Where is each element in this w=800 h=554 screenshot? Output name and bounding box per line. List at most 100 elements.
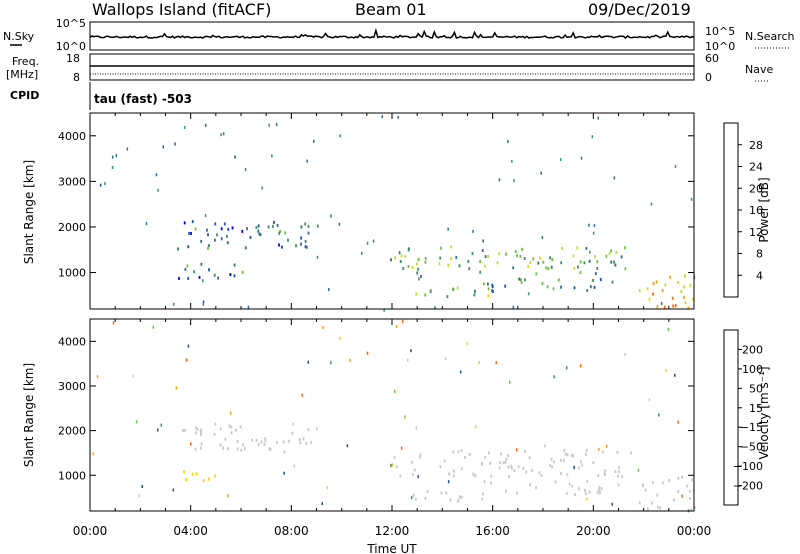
velocity-echo (490, 474, 493, 478)
power-echo (271, 154, 273, 158)
velocity-echo (517, 465, 520, 469)
velocity-echo (488, 451, 490, 455)
power-echo (306, 159, 308, 163)
velocity-panel: 1000 2000 3000 4000 Slant Range [km] (22, 318, 696, 513)
power-echo (452, 287, 454, 291)
velocity-echo (391, 463, 393, 467)
power-echo (220, 133, 222, 137)
power-echo (520, 280, 523, 284)
velocity-echo (190, 442, 192, 446)
power-echo (207, 233, 209, 237)
velocity-echo (222, 446, 224, 450)
velocity-echo (647, 507, 649, 511)
velocity-echo (417, 475, 419, 479)
velocity-echo (196, 427, 199, 431)
velocity-echo (658, 413, 660, 417)
velocity-echo (322, 326, 324, 329)
velocity-echo (571, 453, 573, 457)
power-echo (683, 295, 685, 299)
power-echo (521, 247, 523, 251)
power-echo (514, 250, 517, 253)
velocity-echo (665, 369, 667, 373)
velocity-echo (478, 361, 480, 365)
velocity-echo (621, 475, 624, 479)
power-echo (300, 225, 303, 229)
power-echo (527, 292, 530, 296)
velocity-echo (538, 471, 541, 475)
velocity-echo (213, 432, 216, 436)
power-echo (677, 281, 679, 284)
velocity-echo (689, 489, 691, 493)
velocity-echo (490, 481, 493, 485)
velocity-echo (426, 490, 429, 494)
velocity-echo (586, 480, 589, 483)
power-echo (532, 257, 535, 261)
power-echo (438, 262, 441, 266)
velocity-echo (138, 494, 141, 498)
power-echo (646, 287, 649, 291)
power-echo (638, 289, 641, 293)
power-echo (187, 276, 190, 280)
power-echo (560, 285, 562, 289)
velocity-colorbar-tick-label: −15 (740, 421, 763, 434)
power-echo (202, 300, 205, 304)
power-echo (417, 258, 420, 261)
power-echo (450, 245, 452, 249)
time-tick-label: 04:00 (173, 524, 208, 538)
velocity-echo (291, 431, 294, 435)
velocity-ytick-label: 1000 (58, 469, 86, 482)
velocity-echo (674, 373, 676, 377)
velocity-echo (630, 451, 633, 455)
velocity-echo (96, 375, 99, 379)
power-echo (593, 285, 596, 289)
velocity-echo (656, 505, 659, 509)
velocity-echo (483, 480, 486, 484)
power-ytick-label: 2000 (58, 221, 86, 234)
power-echo (557, 278, 560, 282)
velocity-ylabel: Slant Range [km] (22, 363, 36, 467)
nsearch-label: N.Search (745, 30, 795, 43)
velocity-echo (504, 460, 507, 464)
power-echo (491, 285, 494, 289)
velocity-echo (553, 375, 555, 379)
power-colorbar-frame (723, 122, 739, 298)
power-echo (424, 293, 427, 297)
velocity-echo (588, 490, 591, 494)
velocity-echo (597, 474, 600, 477)
power-echo (511, 159, 513, 163)
velocity-echo (230, 425, 233, 429)
freq-tick-top: 18 (66, 52, 80, 65)
velocity-echo (544, 444, 546, 448)
velocity-echo (550, 457, 553, 461)
power-echo (281, 245, 283, 249)
velocity-echo (511, 466, 513, 470)
velocity-echo (480, 462, 483, 466)
velocity-echo (686, 484, 689, 488)
power-echo (519, 278, 522, 282)
power-echo (537, 261, 540, 265)
velocity-echo (495, 361, 497, 365)
power-echo (541, 236, 544, 240)
velocity-echo (283, 471, 285, 475)
power-echo (383, 308, 385, 312)
velocity-echo (572, 454, 575, 458)
velocity-echo (472, 473, 475, 477)
power-echo (424, 257, 427, 260)
velocity-echo (132, 374, 135, 378)
power-echo (605, 254, 608, 258)
power-echo (214, 238, 216, 242)
velocity-echo (326, 486, 329, 490)
velocity-echo (349, 358, 351, 362)
power-echo (471, 252, 474, 255)
power-echo (595, 272, 597, 276)
power-echo (415, 292, 418, 296)
velocity-echo (656, 493, 659, 497)
power-echo (394, 256, 396, 260)
power-echo (546, 285, 549, 289)
velocity-echo (690, 508, 692, 512)
power-echo (304, 239, 307, 243)
power-echo (361, 251, 363, 255)
power-echo (573, 286, 576, 290)
nave-label: Nave (745, 63, 773, 76)
power-echo (208, 244, 210, 248)
